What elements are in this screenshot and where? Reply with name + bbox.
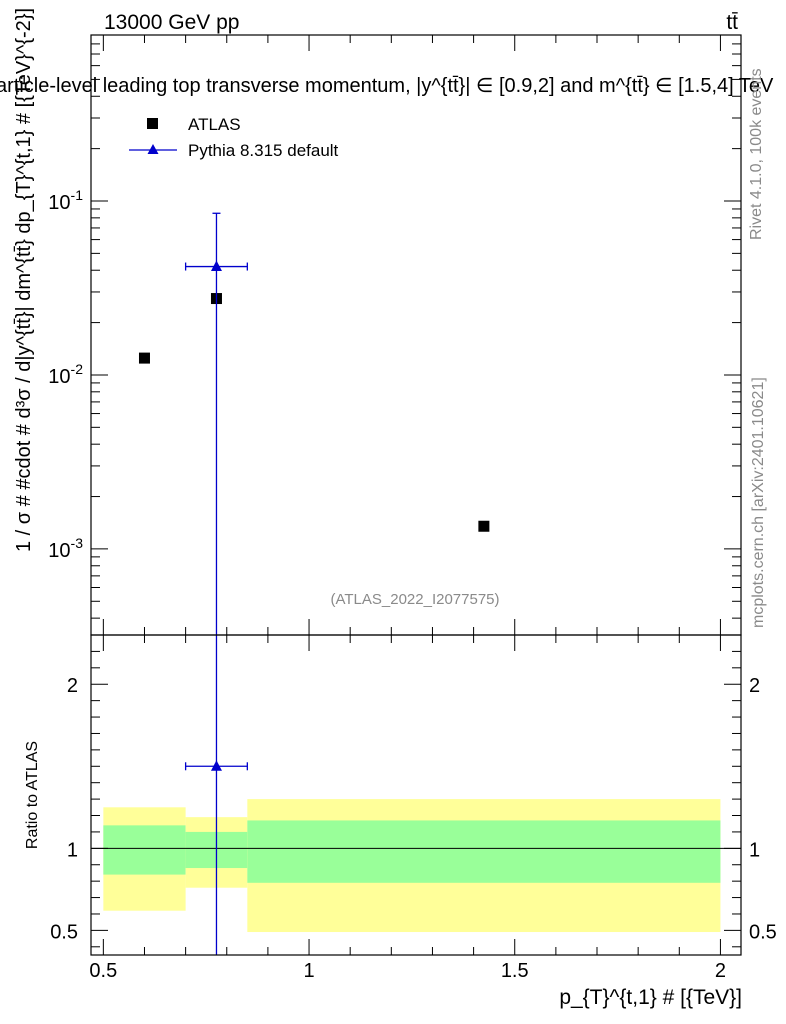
legend-atlas-marker	[147, 118, 158, 129]
atlas-data-point-2	[478, 520, 490, 532]
rivet-version-label: Rivet 4.1.0, 100k events	[748, 68, 765, 240]
ratio-y-tick-label-right: 1	[749, 839, 760, 861]
pythia-data-point-0	[210, 260, 222, 272]
plot-title: article-level leading top transverse mom…	[0, 75, 774, 97]
legend-pythia-label: Pythia 8.315 default	[188, 141, 339, 160]
axis-ticks	[91, 34, 741, 955]
ratio-y-tick-label-right: 0.5	[749, 921, 777, 943]
x-tick-label: 0.5	[89, 960, 117, 982]
ratio-y-tick-label-left: 2	[67, 675, 78, 697]
header-energy-label: 13000 GeV pp	[104, 11, 239, 34]
atlas-data-point-0	[138, 352, 150, 364]
legend-atlas-label: ATLAS	[188, 115, 241, 134]
ratio-inner-band-2	[247, 820, 721, 883]
ratio-panel-marks	[184, 635, 248, 955]
ratio-pythia-point-0	[210, 760, 222, 771]
ratio-y-axis-title: Ratio to ATLAS	[24, 741, 41, 849]
axis-tick-labels: 0.5 1 1.5 2 10-3 10-2 10-1 0.5 0.5 1 1 2 2	[48, 187, 777, 982]
x-tick-label: 1.5	[501, 960, 529, 982]
ratio-panel-frame	[90, 634, 742, 956]
ratio-inner-band-0	[103, 825, 186, 875]
analysis-id-watermark: (ATLAS_2022_I2077575)	[330, 591, 499, 608]
main-y-tick-label: 10-3	[48, 535, 83, 562]
main-y-tick-label: 10-1	[48, 187, 83, 214]
ratio-y-tick-label-left: 0.5	[50, 921, 78, 943]
x-tick-label: 1	[303, 960, 314, 982]
main-y-axis-title: 1 / σ # #cdot # d³σ / d|y^{tt̄}| dm^{tt̄…	[13, 8, 35, 552]
x-tick-label: 2	[715, 960, 726, 982]
main-y-tick-label: 10-2	[48, 361, 83, 388]
legend: ATLAS Pythia 8.315 default	[129, 115, 339, 160]
ratio-y-tick-label-left: 1	[67, 839, 78, 861]
main-panel-marks	[138, 212, 490, 635]
ratio-y-tick-label-right: 2	[749, 675, 760, 697]
ratio-uncertainty-bands	[103, 799, 721, 933]
mcplots-label: mcplots.cern.ch [arXiv:2401.10621]	[750, 377, 767, 628]
header-process-label: tt̄	[726, 11, 738, 34]
x-axis-title: p_{T}^{t,1} # [{TeV}]	[559, 986, 742, 1009]
legend-pythia-marker	[147, 144, 159, 154]
